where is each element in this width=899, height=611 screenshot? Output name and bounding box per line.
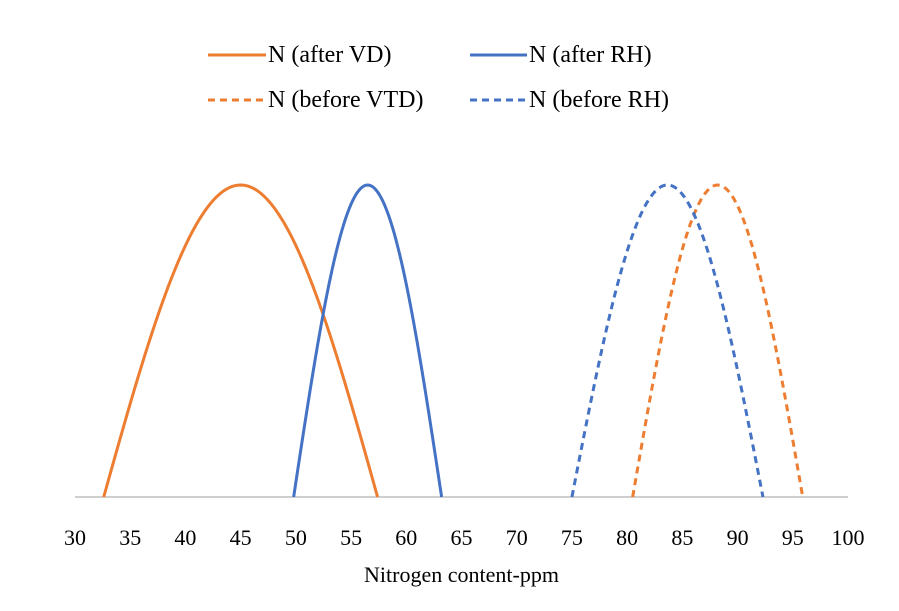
series-line-1 xyxy=(102,183,380,498)
x-tick-label: 30 xyxy=(64,525,86,550)
legend-label-1: N (after VD) xyxy=(268,42,392,68)
x-tick-label: 70 xyxy=(506,525,528,550)
x-tick-label: 85 xyxy=(671,525,693,550)
series-curves xyxy=(102,183,805,498)
x-tick-label: 55 xyxy=(340,525,362,550)
x-tick-label: 65 xyxy=(451,525,473,550)
legend-label-4: N (before RH) xyxy=(529,87,669,113)
x-tick-label: 45 xyxy=(230,525,252,550)
x-tick-label: 95 xyxy=(782,525,804,550)
series-line-4 xyxy=(570,183,765,498)
x-tick-label: 35 xyxy=(119,525,141,550)
x-tick-label: 80 xyxy=(616,525,638,550)
legend-label-3: N (before VTD) xyxy=(268,87,424,113)
x-tick-label: 75 xyxy=(561,525,583,550)
x-tick-labels: 30 35 40 45 50 55 60 65 70 75 80 85 90 95 100 xyxy=(64,525,865,550)
x-axis-title: Nitrogen content-ppm xyxy=(364,562,559,587)
legend: N (after VD) N (after RH) N (before VTD) N … xyxy=(208,42,669,113)
series-line-2 xyxy=(292,183,444,498)
plot-area: 30 35 40 45 50 55 60 65 70 75 80 85 90 95 100 xyxy=(64,183,865,550)
legend-label-2: N (after RH) xyxy=(529,42,652,68)
x-tick-label: 50 xyxy=(285,525,307,550)
x-tick-label: 40 xyxy=(174,525,196,550)
x-tick-label: 60 xyxy=(395,525,417,550)
x-tick-label: 90 xyxy=(727,525,749,550)
series-line-3 xyxy=(631,183,805,498)
x-tick-label: 100 xyxy=(832,525,865,550)
